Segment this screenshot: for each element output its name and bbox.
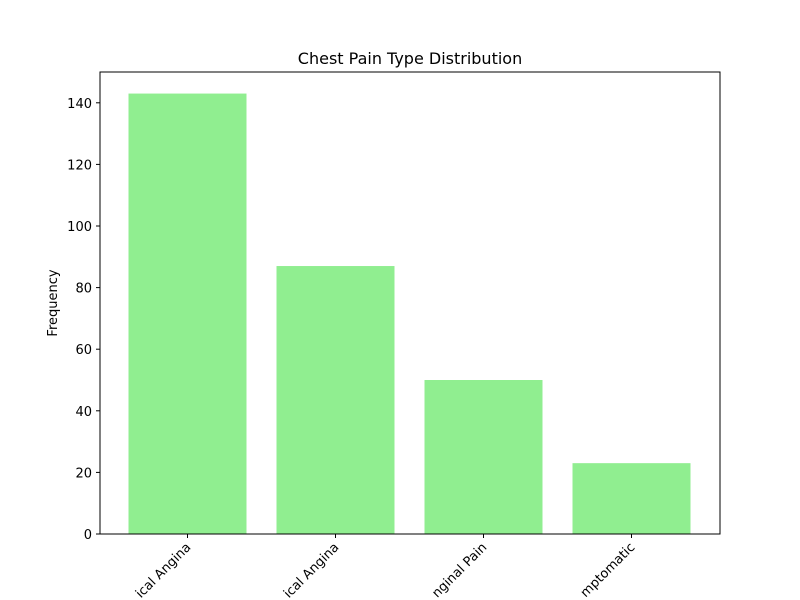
chart-title: Chest Pain Type Distribution — [298, 49, 522, 68]
bar-3 — [572, 463, 691, 534]
y-tick-label-3: 60 — [75, 343, 92, 358]
y-tick-label-7: 140 — [67, 97, 92, 112]
y-tick-label-1: 20 — [75, 466, 92, 481]
bar-0 — [128, 93, 247, 534]
y-axis-label: Frequency — [46, 269, 61, 336]
y-tick-label-4: 80 — [75, 282, 92, 297]
y-axis-ticks: 0 20 40 60 80 100 120 140 — [67, 97, 100, 543]
y-tick-label-0: 0 — [84, 528, 92, 543]
bars-group — [128, 93, 691, 534]
y-tick-label-2: 40 — [75, 405, 92, 420]
bar-1 — [276, 266, 395, 534]
plot-frame — [99, 71, 721, 535]
bar-2 — [424, 380, 543, 534]
y-tick-label-6: 120 — [67, 158, 92, 173]
y-tick-label-5: 100 — [67, 220, 92, 235]
